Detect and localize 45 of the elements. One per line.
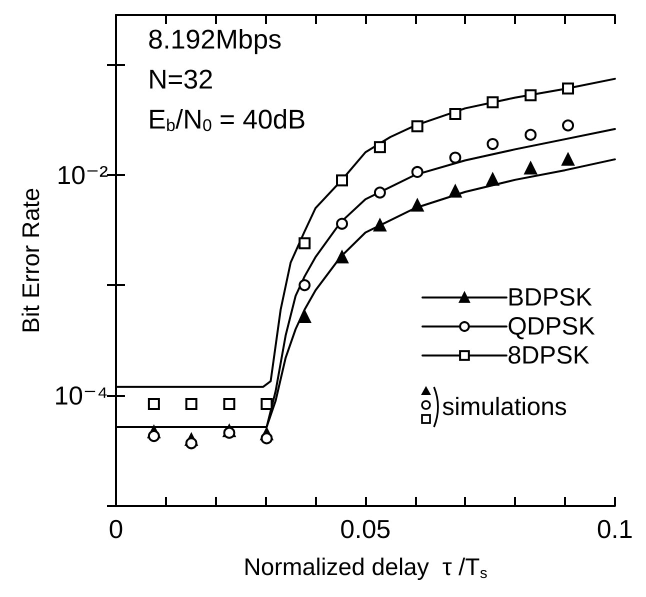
point — [449, 152, 462, 164]
point — [486, 96, 499, 108]
legend-label: 8DPSK — [507, 342, 590, 370]
point — [448, 184, 462, 198]
annotation: Eb/N0 = 40dB — [148, 104, 306, 135]
point — [223, 426, 236, 439]
point — [148, 430, 160, 442]
point — [411, 166, 424, 178]
point — [449, 108, 462, 120]
x-tick-label: 0 — [108, 514, 124, 544]
annotation: simulations — [442, 392, 568, 422]
point — [298, 279, 311, 292]
y-tick-label: 10⁻⁴ — [54, 380, 108, 411]
annotation: 8.192Mbps — [148, 24, 282, 54]
point — [336, 250, 348, 264]
point — [486, 138, 499, 150]
point — [336, 174, 348, 186]
point — [562, 82, 574, 94]
point — [410, 198, 424, 212]
point — [298, 237, 311, 250]
point — [374, 218, 386, 232]
point — [185, 437, 198, 450]
y-tick-label: 10⁻² — [56, 160, 108, 190]
point — [524, 162, 538, 174]
point — [524, 128, 537, 141]
point — [374, 186, 386, 199]
point — [260, 432, 273, 444]
x-tick-label: 0.05 — [340, 514, 391, 544]
annotation: N=32 — [148, 64, 214, 94]
point — [524, 89, 537, 102]
legend-label: BDPSK — [507, 284, 593, 312]
y-axis-title: Bit Error Rate — [18, 188, 45, 334]
point — [486, 172, 500, 186]
point — [374, 141, 386, 154]
x-tick-label: 0.1 — [596, 514, 634, 544]
point — [562, 152, 574, 166]
point — [223, 398, 236, 410]
legend-label: QDPSK — [507, 312, 596, 340]
point — [298, 310, 311, 323]
point — [411, 120, 424, 132]
point — [562, 119, 574, 132]
point — [336, 218, 348, 230]
point — [260, 398, 273, 410]
point — [148, 398, 160, 410]
point — [185, 398, 198, 410]
